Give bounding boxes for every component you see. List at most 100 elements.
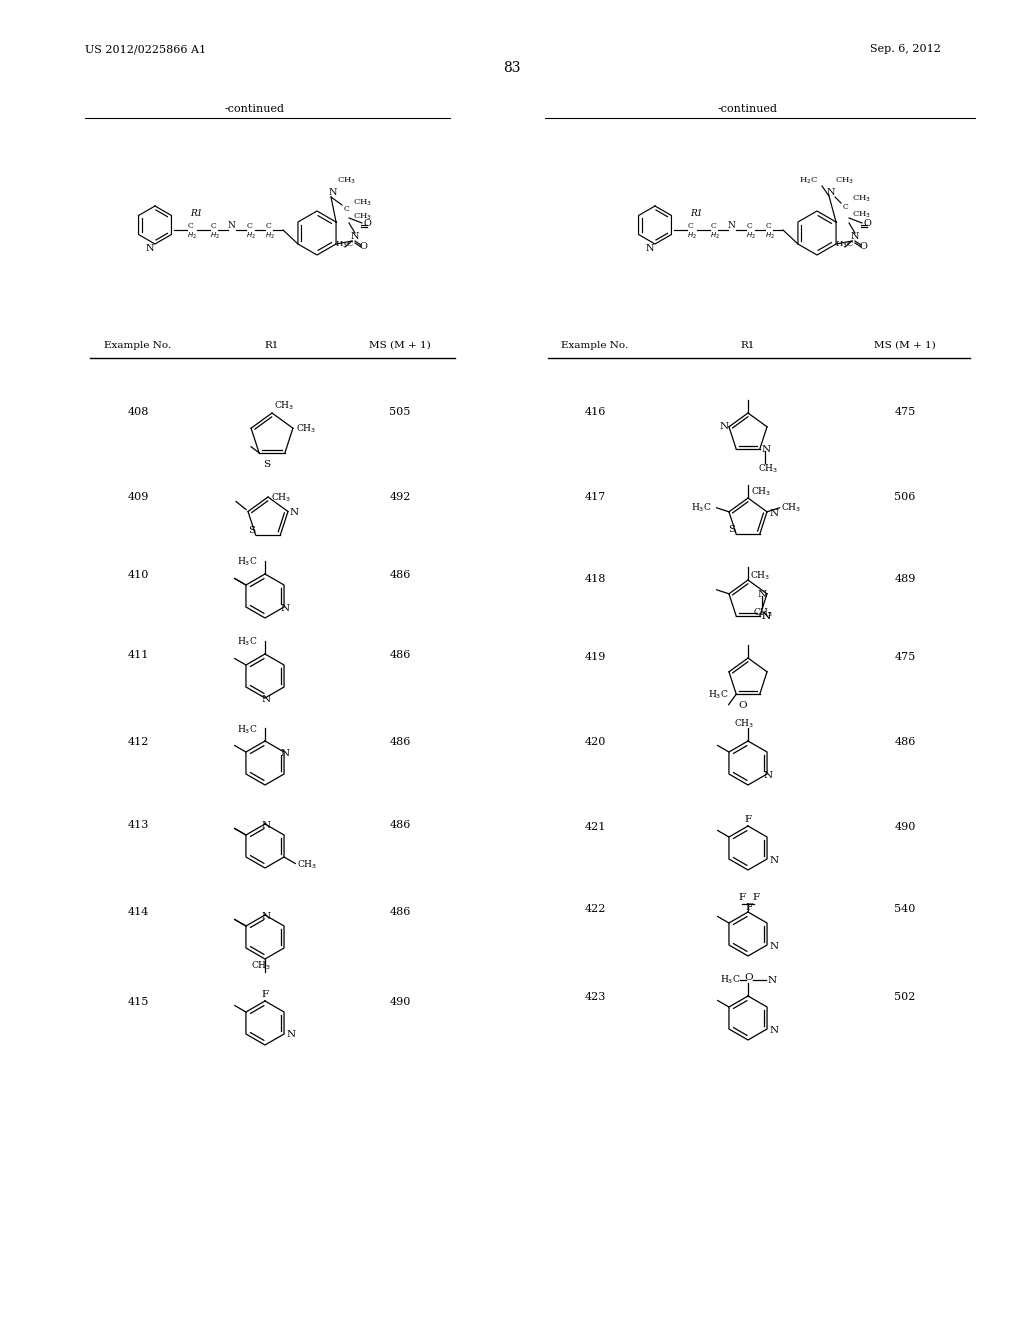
Text: 490: 490 — [894, 822, 915, 832]
Text: 486: 486 — [389, 649, 411, 660]
Text: N: N — [281, 748, 290, 758]
Text: 411: 411 — [127, 649, 148, 660]
Text: MS (M + 1): MS (M + 1) — [874, 341, 936, 350]
Text: N: N — [762, 612, 771, 622]
Text: 486: 486 — [389, 820, 411, 830]
Text: $H_2$: $H_2$ — [187, 231, 197, 242]
Text: N: N — [757, 590, 766, 599]
Text: 490: 490 — [389, 997, 411, 1007]
Text: C: C — [211, 222, 217, 230]
Text: O: O — [359, 242, 367, 251]
Text: 475: 475 — [894, 652, 915, 663]
Text: N: N — [261, 912, 270, 921]
Text: 408: 408 — [127, 407, 148, 417]
Text: 486: 486 — [894, 737, 915, 747]
Text: N: N — [720, 422, 729, 430]
Text: H$_3$C: H$_3$C — [690, 502, 712, 515]
Text: MS (M + 1): MS (M + 1) — [369, 341, 431, 350]
Text: 486: 486 — [389, 570, 411, 579]
Text: O: O — [859, 242, 867, 251]
Text: 489: 489 — [894, 574, 915, 583]
Text: CH$_3$: CH$_3$ — [734, 717, 755, 730]
Text: 421: 421 — [585, 822, 605, 832]
Text: 422: 422 — [585, 904, 605, 913]
Text: H$_3$C: H$_3$C — [237, 556, 258, 569]
Text: C: C — [746, 222, 753, 230]
Text: N: N — [827, 187, 836, 197]
Text: CH$_3$: CH$_3$ — [753, 607, 773, 619]
Text: 492: 492 — [389, 492, 411, 502]
Text: US 2012/0225866 A1: US 2012/0225866 A1 — [85, 44, 206, 54]
Text: 412: 412 — [127, 737, 148, 747]
Text: C: C — [711, 222, 717, 230]
Text: H$_3$C: H$_3$C — [720, 974, 740, 986]
Text: CH$_3$: CH$_3$ — [852, 194, 871, 205]
Text: 414: 414 — [127, 907, 148, 917]
Text: -continued: -continued — [225, 104, 285, 114]
Text: $H_2$: $H_2$ — [710, 231, 720, 242]
Text: O: O — [738, 701, 748, 710]
Text: F: F — [752, 894, 759, 902]
Text: R1: R1 — [190, 209, 203, 218]
Text: S: S — [728, 525, 735, 535]
Text: N: N — [769, 1026, 778, 1035]
Text: $H_2$: $H_2$ — [765, 231, 775, 242]
Text: N: N — [290, 507, 299, 516]
Text: C: C — [188, 222, 194, 230]
Text: 423: 423 — [585, 993, 605, 1002]
Text: H$_3$C: H$_3$C — [335, 240, 354, 251]
Text: R1: R1 — [740, 341, 755, 350]
Text: H$_3$C: H$_3$C — [237, 636, 258, 648]
Text: CH$_3$: CH$_3$ — [296, 422, 316, 434]
Text: R1: R1 — [265, 341, 280, 350]
Text: H$_3$C: H$_3$C — [237, 723, 258, 735]
Text: 475: 475 — [894, 407, 915, 417]
Text: F: F — [261, 990, 268, 999]
Text: CH$_3$: CH$_3$ — [750, 569, 770, 582]
Text: 413: 413 — [127, 820, 148, 830]
Text: N: N — [762, 445, 771, 454]
Text: S: S — [248, 525, 255, 535]
Text: C: C — [247, 222, 253, 230]
Text: C: C — [344, 205, 350, 213]
Text: O: O — [864, 219, 871, 228]
Text: N: N — [281, 605, 290, 612]
Text: 505: 505 — [389, 407, 411, 417]
Text: O: O — [364, 219, 372, 228]
Text: Example No.: Example No. — [561, 341, 629, 350]
Text: CH$_3$: CH$_3$ — [271, 491, 291, 503]
Text: 415: 415 — [127, 997, 148, 1007]
Text: C: C — [766, 222, 772, 230]
Text: 486: 486 — [389, 737, 411, 747]
Text: 540: 540 — [894, 904, 915, 913]
Text: 486: 486 — [389, 907, 411, 917]
Text: N: N — [764, 771, 773, 780]
Text: 417: 417 — [585, 492, 605, 502]
Text: 416: 416 — [585, 407, 605, 417]
Text: N: N — [261, 696, 270, 704]
Text: C: C — [688, 222, 693, 230]
Text: $H_2$: $H_2$ — [746, 231, 756, 242]
Text: $H_2$: $H_2$ — [265, 231, 274, 242]
Text: CH$_3$: CH$_3$ — [274, 400, 294, 412]
Text: N: N — [728, 220, 736, 230]
Text: CH$_3$: CH$_3$ — [758, 462, 778, 475]
Text: 419: 419 — [585, 652, 605, 663]
Text: N: N — [768, 975, 777, 985]
Text: R1: R1 — [690, 209, 702, 218]
Text: S: S — [263, 459, 270, 469]
Text: CH$_3$: CH$_3$ — [337, 176, 356, 186]
Text: N: N — [286, 1030, 295, 1039]
Text: 83: 83 — [503, 61, 521, 75]
Text: -continued: -continued — [718, 104, 778, 114]
Text: H$_3$C: H$_3$C — [709, 688, 729, 701]
Text: O: O — [744, 973, 753, 982]
Text: N: N — [145, 244, 155, 253]
Text: 418: 418 — [585, 574, 605, 583]
Text: N: N — [351, 232, 359, 242]
Text: CH$_3$: CH$_3$ — [251, 960, 271, 973]
Text: CH$_3$: CH$_3$ — [353, 198, 372, 209]
Text: 502: 502 — [894, 993, 915, 1002]
Text: CH$_3$: CH$_3$ — [297, 858, 317, 871]
Text: CH$_3$: CH$_3$ — [852, 210, 871, 220]
